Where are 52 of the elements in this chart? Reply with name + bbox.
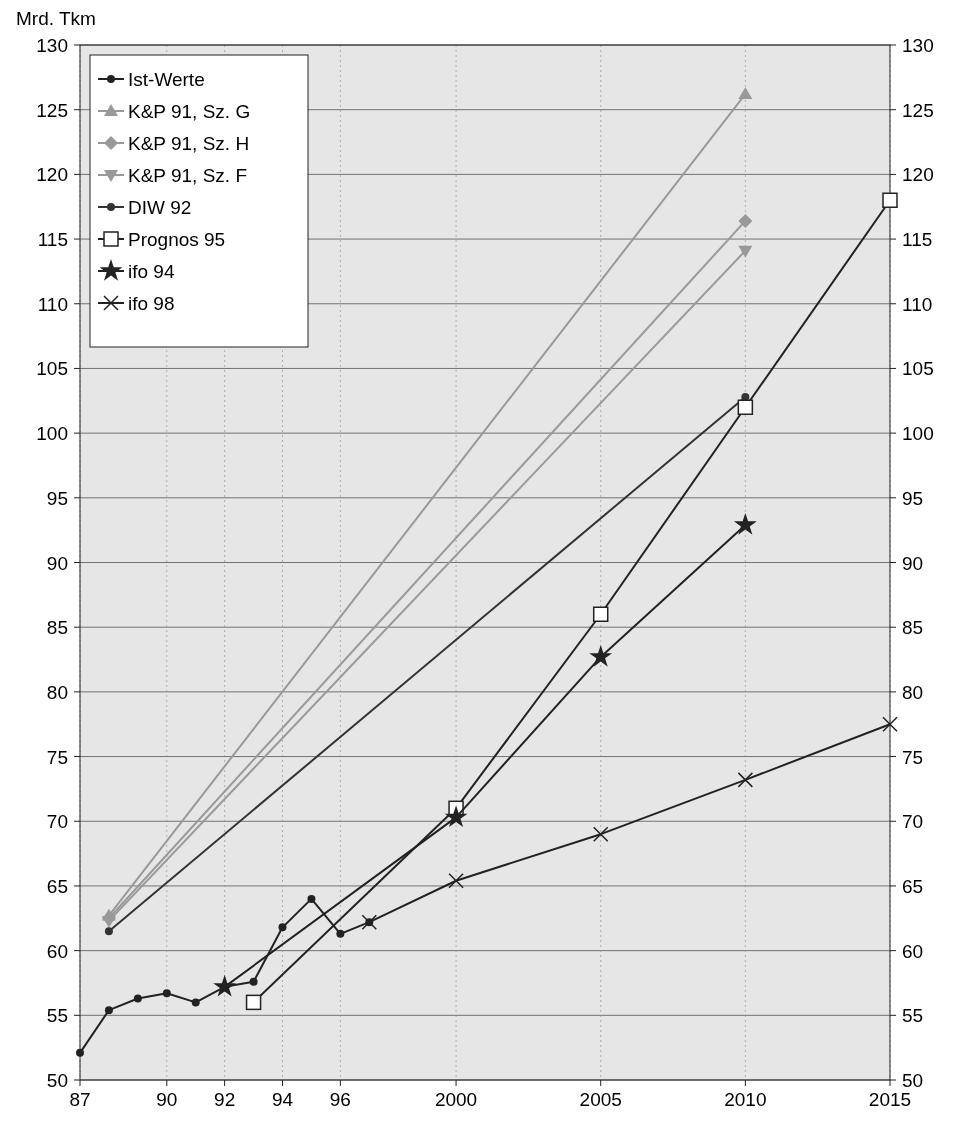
y-tick-label: 100: [36, 423, 68, 445]
y-tick-label: 55: [46, 1005, 68, 1027]
y-tick-label: 130: [36, 35, 68, 56]
x-tick-label: 94: [271, 1089, 294, 1110]
x-tick-label: 2015: [868, 1089, 912, 1110]
y2-tick-label: 60: [902, 940, 924, 962]
y2-tick-label: 85: [902, 617, 924, 639]
y-axis-title: Mrd. Tkm: [16, 8, 96, 29]
legend-label: DIW 92: [128, 197, 192, 218]
y2-tick-label: 105: [902, 358, 934, 380]
y-tick-label: 115: [37, 229, 68, 251]
x-tick-label: 92: [214, 1089, 236, 1110]
x-tick-label: 96: [329, 1089, 351, 1110]
y-tick-label: 105: [36, 358, 68, 380]
legend-label: K&P 91, Sz. F: [128, 165, 247, 186]
y-tick-label: 90: [46, 552, 68, 574]
y2-tick-label: 95: [902, 487, 924, 509]
y-tick-label: 70: [46, 811, 68, 833]
x-tick-label: 2010: [724, 1089, 767, 1110]
y-tick-label: 50: [46, 1070, 68, 1091]
y-tick-label: 75: [46, 746, 68, 768]
legend-label: K&P 91, Sz. H: [128, 133, 250, 154]
y2-tick-label: 130: [902, 35, 934, 56]
x-tick-label: 2005: [579, 1089, 622, 1110]
y-tick-label: 110: [37, 293, 68, 315]
y2-tick-label: 70: [902, 811, 924, 833]
y2-tick-label: 120: [902, 164, 934, 186]
y2-tick-label: 90: [902, 552, 924, 574]
legend-label: Prognos 95: [128, 229, 226, 250]
y-tick-label: 80: [46, 681, 68, 703]
legend-label: Ist-Werte: [128, 69, 205, 90]
legend-label: ifo 94: [128, 261, 175, 282]
y2-tick-label: 100: [902, 423, 934, 445]
legend-label: ifo 98: [128, 293, 175, 314]
y2-tick-label: 125: [902, 99, 934, 121]
y-tick-label: 85: [46, 617, 68, 639]
y-tick-label: 60: [46, 940, 68, 962]
y2-tick-label: 65: [902, 875, 924, 897]
y-tick-label: 95: [46, 487, 68, 509]
x-tick-label: 2000: [434, 1089, 478, 1110]
y2-tick-label: 75: [902, 746, 924, 768]
y2-tick-label: 55: [902, 1005, 924, 1027]
y2-tick-label: 80: [902, 681, 924, 703]
y2-tick-label: 115: [902, 229, 933, 251]
y2-tick-label: 110: [902, 293, 933, 315]
legend-label: K&P 91, Sz. G: [128, 101, 251, 122]
y-tick-label: 120: [36, 164, 68, 186]
y-tick-label: 125: [36, 99, 68, 121]
y-tick-label: 65: [46, 875, 68, 897]
y2-tick-label: 50: [902, 1070, 924, 1091]
x-tick-label: 87: [69, 1089, 91, 1110]
x-tick-label: 90: [156, 1089, 178, 1110]
